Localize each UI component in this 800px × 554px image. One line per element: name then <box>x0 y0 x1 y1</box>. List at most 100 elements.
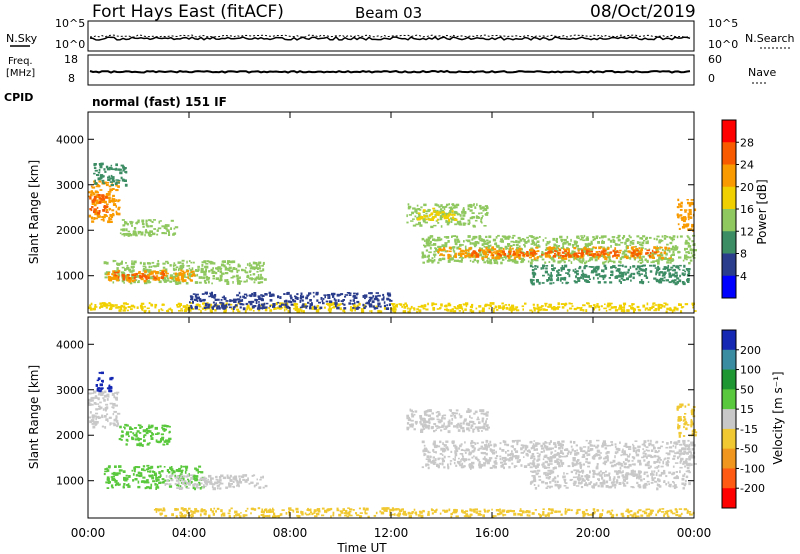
power-cell <box>640 258 643 261</box>
power-cell <box>594 254 596 257</box>
power-cell <box>478 251 481 254</box>
velocity-cell <box>163 440 167 443</box>
power-cell <box>689 211 692 213</box>
velocity-cell <box>511 462 514 465</box>
velocity-cell <box>225 486 228 489</box>
velocity-cell <box>592 508 596 511</box>
velocity-cell <box>236 513 241 516</box>
velocity-cell <box>453 508 457 512</box>
power-cell <box>243 280 247 283</box>
power-cell <box>552 259 556 263</box>
power-cell <box>642 269 646 272</box>
velocity-cell <box>125 443 128 446</box>
power-cell <box>645 241 649 245</box>
power-cell <box>439 253 443 256</box>
power-cell <box>628 234 631 237</box>
power-cell <box>475 307 478 310</box>
velocity-cell <box>427 510 430 514</box>
power-cell <box>587 242 591 245</box>
power-cell <box>153 232 156 236</box>
power-cell <box>603 254 606 258</box>
power-cell <box>671 309 674 313</box>
power-cell <box>579 238 583 241</box>
velocity-cell <box>550 511 554 514</box>
power-cell <box>386 292 390 296</box>
power-cell <box>512 250 516 253</box>
power-cell <box>581 259 585 262</box>
velocity-cell <box>501 449 505 452</box>
power-cell <box>604 303 606 305</box>
velocity-cell <box>125 438 129 442</box>
power-scatter-region <box>676 198 697 232</box>
velocity-cell <box>212 487 216 491</box>
power-cell <box>150 270 153 274</box>
velocity-cell <box>123 478 126 481</box>
power-cell <box>111 176 115 179</box>
power-cell <box>439 307 442 310</box>
power-cell <box>101 179 105 182</box>
noise-sky-label: N.Sky <box>6 32 38 45</box>
power-cell <box>624 273 627 276</box>
velocity-cell <box>443 422 445 425</box>
freq-panel: Freq. [MHz] 18 8 60 0 Nave <box>6 53 776 86</box>
velocity-cell <box>609 461 612 464</box>
power-cell <box>232 268 236 270</box>
power-cell <box>580 235 583 237</box>
velocity-cell <box>408 416 410 420</box>
power-cell <box>167 279 170 282</box>
power-cell <box>496 255 500 259</box>
power-cell <box>120 304 124 308</box>
velocity-cell <box>216 487 219 490</box>
power-cell <box>469 203 472 207</box>
power-cell <box>568 274 571 278</box>
power-cell <box>621 237 624 240</box>
power-cell <box>426 215 428 218</box>
velocity-cell <box>447 455 451 458</box>
power-cell <box>683 274 686 277</box>
power-cell <box>175 282 179 285</box>
power-cell <box>471 212 475 214</box>
power-cell <box>481 257 484 260</box>
power-cell <box>96 174 100 177</box>
velocity-cell <box>435 429 437 431</box>
power-cell <box>534 250 538 253</box>
power-cell <box>556 249 559 253</box>
power-cell <box>131 275 135 279</box>
power-cell <box>226 282 230 285</box>
power-scatter-region <box>89 194 109 215</box>
power-cell <box>368 296 372 299</box>
velocity-cell <box>530 447 533 450</box>
power-cell <box>248 262 251 265</box>
velocity-cell <box>384 509 388 512</box>
power-cell <box>648 255 651 258</box>
power-cell <box>421 216 424 219</box>
power-cell <box>685 247 688 250</box>
power-cell <box>536 240 540 243</box>
power-cell <box>571 305 574 307</box>
power-cell <box>578 265 582 269</box>
power-cell <box>536 279 539 283</box>
power-cell <box>677 215 680 219</box>
velocity-cell <box>402 512 405 515</box>
power-cell <box>431 304 434 307</box>
power-cell <box>110 184 114 187</box>
power-cell <box>527 253 530 256</box>
velocity-cell <box>441 454 444 456</box>
power-cell <box>573 280 576 282</box>
velocity-cell <box>489 448 493 452</box>
power-cell <box>654 267 658 269</box>
velocity-cell <box>406 417 410 420</box>
power-cell <box>485 242 489 245</box>
power-cell <box>574 268 577 271</box>
power-cell <box>630 246 634 249</box>
power-cell <box>620 241 624 244</box>
power-cell <box>676 214 679 217</box>
power-cell <box>621 275 624 278</box>
velocity-cell <box>106 393 110 396</box>
power-cell <box>414 208 417 211</box>
velocity-cell <box>381 507 385 510</box>
velocity-cell <box>248 482 251 485</box>
power-cell <box>665 303 669 306</box>
velocity-cell <box>145 486 148 489</box>
velocity-cell <box>385 507 389 510</box>
